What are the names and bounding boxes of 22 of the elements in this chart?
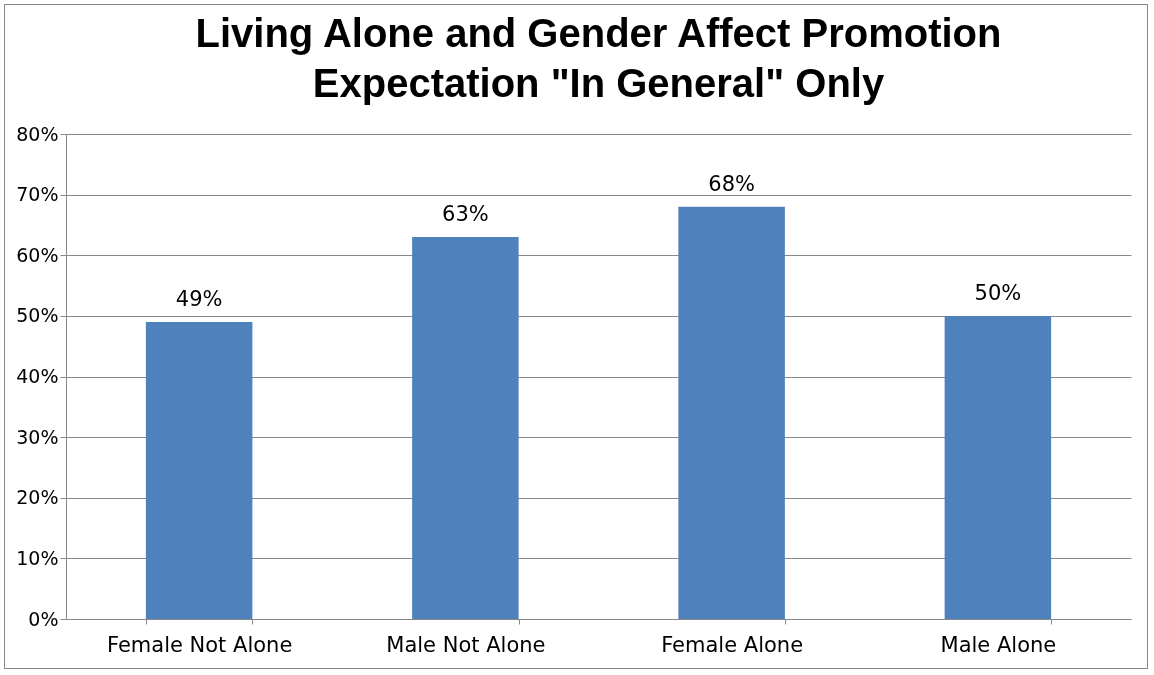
x-tick-label: Male Alone — [940, 632, 1057, 657]
y-tick-label: 50% — [16, 304, 59, 327]
data-label: 63% — [442, 202, 489, 227]
x-tick-label: Female Alone — [661, 632, 804, 657]
x-tick-label: Male Not Alone — [386, 632, 546, 657]
y-tick-label: 30% — [16, 425, 59, 448]
y-tick-label: 60% — [16, 243, 59, 266]
x-tick-label: Female Not Alone — [106, 632, 293, 657]
y-tick-label: 10% — [16, 546, 59, 569]
y-tick-label: 40% — [16, 365, 59, 387]
bar — [412, 237, 519, 619]
y-tick-label: 70% — [16, 183, 59, 206]
bar — [944, 315, 1052, 619]
data-label: 68% — [708, 171, 755, 196]
y-tick-label: 20% — [16, 486, 59, 509]
data-label: 50% — [974, 280, 1022, 305]
y-tick-label: 80% — [16, 122, 59, 145]
chart-title: Living Alone and Gender Affect Promotion Expectation "In General" Only — [195, 11, 1002, 105]
bar — [678, 206, 785, 619]
data-label: 49% — [175, 286, 223, 311]
y-tick-label: 0% — [28, 607, 59, 630]
bar — [145, 321, 253, 619]
